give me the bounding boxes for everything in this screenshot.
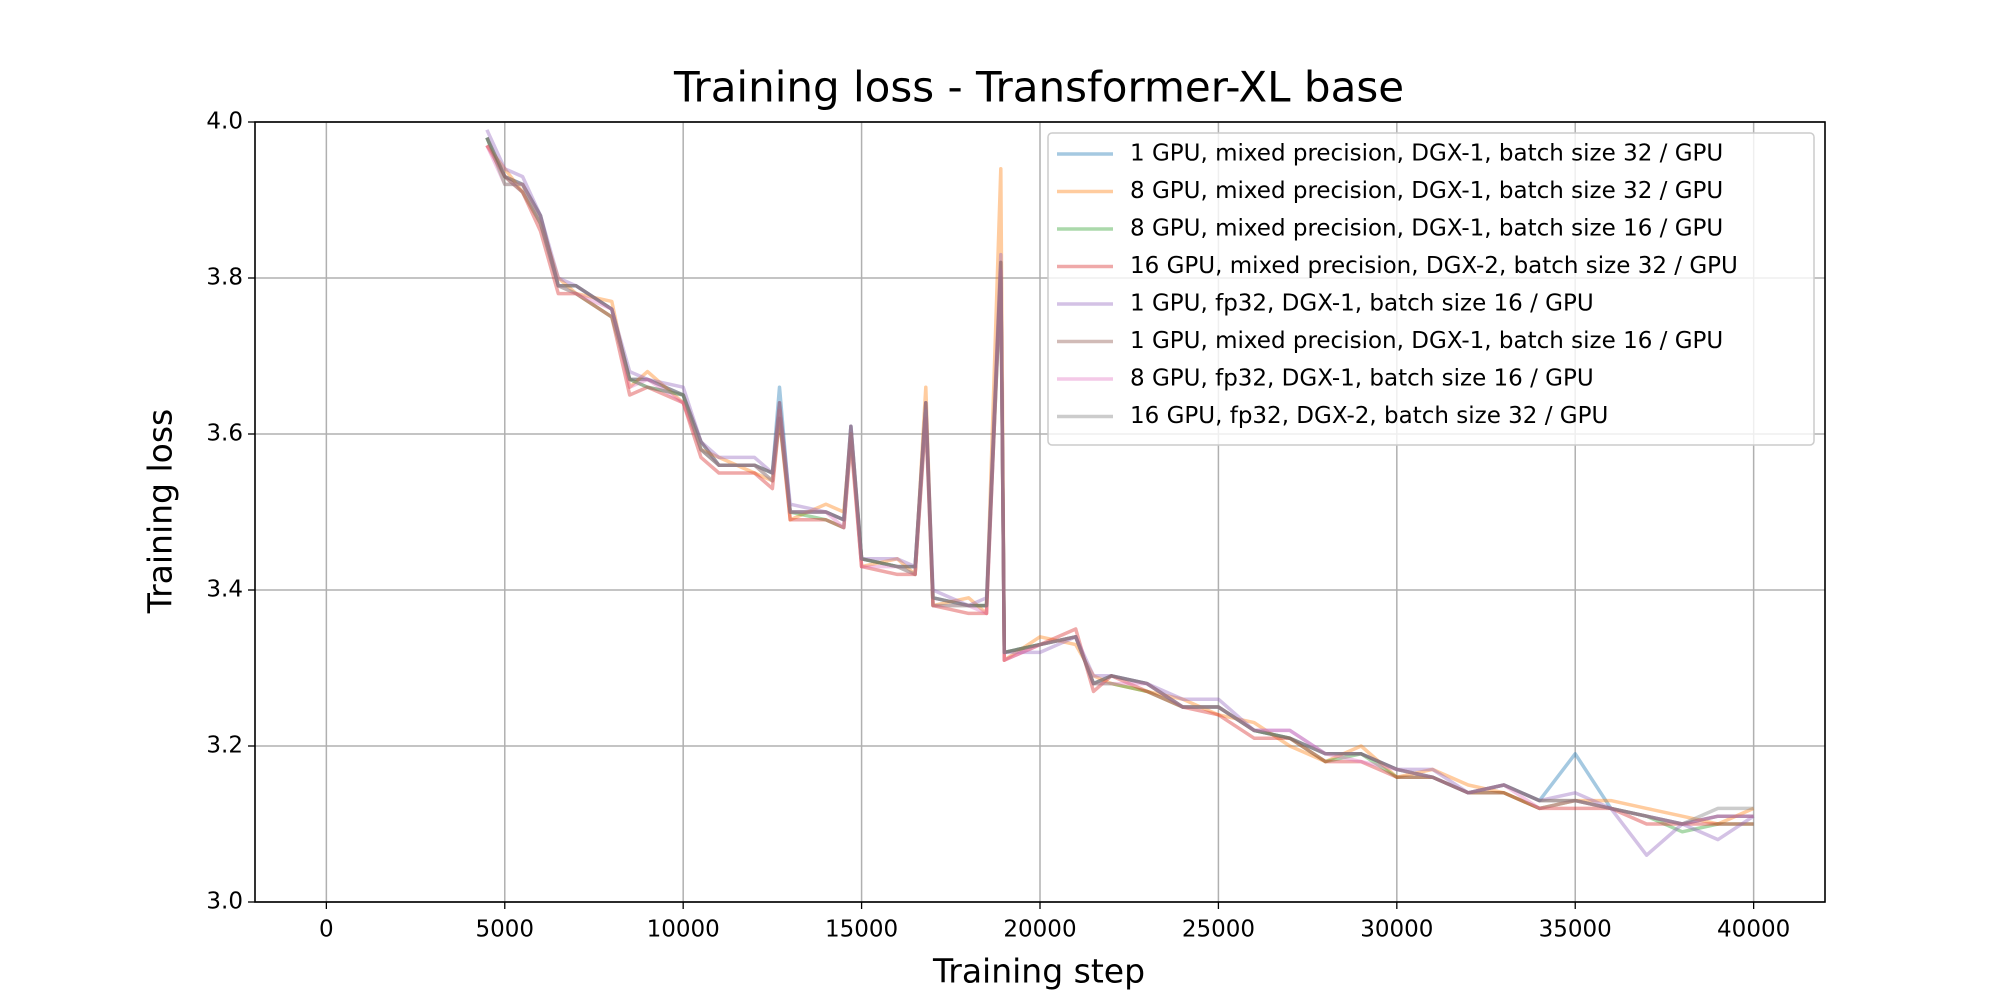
series-line	[485, 136, 1754, 826]
series-line	[485, 136, 1754, 826]
series-line	[485, 144, 1755, 826]
x-tick-label: 0	[319, 917, 334, 943]
legend-label: 1 GPU, mixed precision, DGX-1, batch siz…	[1130, 141, 1723, 167]
y-tick-label: 3.0	[206, 889, 243, 915]
legend-label: 16 GPU, fp32, DGX-2, batch size 32 / GPU	[1130, 403, 1608, 429]
series-line	[485, 144, 1754, 826]
x-tick-label: 5000	[475, 917, 534, 943]
x-tick-label: 25000	[1182, 917, 1255, 943]
legend-label: 8 GPU, mixed precision, DGX-1, batch siz…	[1130, 216, 1723, 242]
x-axis-label: Training step	[932, 952, 1145, 991]
y-tick-label: 3.4	[206, 577, 243, 603]
y-axis-label: Training loss	[141, 409, 180, 614]
x-tick-label: 40000	[1717, 917, 1790, 943]
x-tick-label: 30000	[1360, 917, 1433, 943]
y-tick-label: 4.0	[206, 109, 243, 135]
series-line	[485, 136, 1754, 834]
x-tick-label: 35000	[1539, 917, 1612, 943]
legend-box	[1047, 132, 1815, 446]
x-tick-label: 10000	[647, 917, 720, 943]
legend-label: 1 GPU, fp32, DGX-1, batch size 16 / GPU	[1130, 291, 1594, 317]
x-tick-label: 15000	[825, 917, 898, 943]
legend-label: 16 GPU, mixed precision, DGX-2, batch si…	[1130, 253, 1738, 279]
legend-label: 8 GPU, mixed precision, DGX-1, batch siz…	[1130, 178, 1723, 204]
series-line	[485, 136, 1754, 826]
y-tick-label: 3.6	[206, 421, 243, 447]
chart-title: Training loss - Transformer-XL base	[673, 63, 1404, 112]
plot-frame	[254, 121, 1826, 903]
series-line	[485, 129, 1755, 857]
y-tick-label: 3.2	[206, 733, 243, 759]
x-tick-label: 20000	[1003, 917, 1076, 943]
series-line	[485, 144, 1754, 826]
y-tick-label: 3.8	[206, 265, 243, 291]
legend-label: 8 GPU, fp32, DGX-1, batch size 16 / GPU	[1130, 366, 1594, 392]
legend-label: 1 GPU, mixed precision, DGX-1, batch siz…	[1130, 328, 1723, 354]
